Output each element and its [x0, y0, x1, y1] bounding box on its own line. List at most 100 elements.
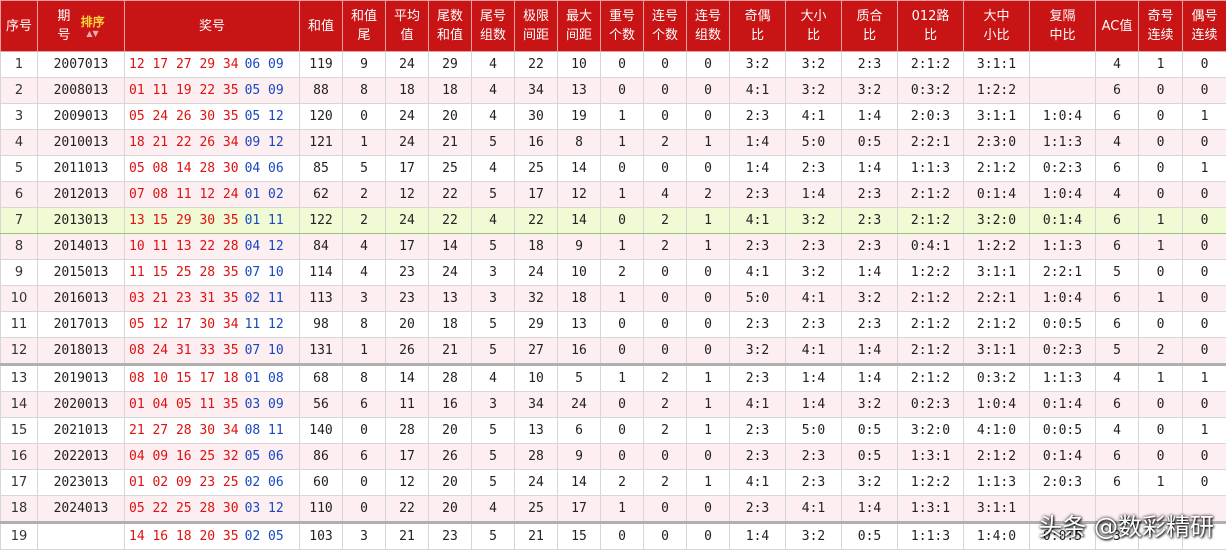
cell-tail-sum: 21 [428, 337, 472, 365]
cell-sum-tail: 2 [342, 207, 386, 234]
cell-even-run: 0 [1182, 207, 1226, 234]
cell-span: 34 [514, 77, 558, 104]
cell-repeat: 0 [600, 521, 644, 550]
cell-even-run: 0 [1182, 469, 1226, 496]
cell-bms: 2:1:2 [963, 155, 1030, 182]
cell-avg: 24 [385, 129, 429, 156]
cell-consec-groups: 1 [686, 417, 730, 444]
cell-tail-groups: 4 [471, 77, 515, 104]
cell-repeat: 2 [600, 259, 644, 286]
cell-prime: 3:2 [841, 469, 898, 496]
cell-prize-numbers: 01 04 05 11 35 03 09 [124, 391, 300, 418]
cell-consec: 2 [643, 129, 687, 156]
red-balls: 18 21 22 26 34 [129, 135, 239, 150]
cell-seq: 4 [0, 129, 38, 156]
cell-route: 2:1:2 [897, 311, 964, 338]
cell-big-small: 1:4 [785, 391, 842, 418]
cell-span: 22 [514, 51, 558, 78]
cell-big-small: 4:1 [785, 103, 842, 130]
blue-balls: 02 06 [244, 475, 284, 490]
col-oddeven-header: 奇偶比 [729, 0, 786, 52]
cell-rep-zone: 0:0:5 [1029, 417, 1096, 444]
cell-consec: 2 [643, 469, 687, 496]
cell-rep-zone [1029, 51, 1096, 78]
cell-prime: 0:5 [841, 521, 898, 550]
col-consec-group-header: 连号 组数 [686, 0, 730, 52]
cell-rep-zone: 1:0:4 [1029, 285, 1096, 312]
cell-route: 2:1:2 [897, 181, 964, 208]
cell-ac: 6 [1095, 285, 1139, 312]
cell-odd-even: 2:3 [729, 181, 786, 208]
cell-max-gap: 5 [557, 363, 601, 392]
cell-consec-groups: 1 [686, 207, 730, 234]
cell-bms: 1:2:2 [963, 77, 1030, 104]
cell-tail-groups: 3 [471, 259, 515, 286]
sort-arrows-icon[interactable]: ▲▼ [86, 28, 99, 38]
col-sum-tail-header: 和值尾 [342, 0, 386, 52]
cell-ac: 5 [1095, 259, 1139, 286]
cell-sum-tail: 3 [342, 285, 386, 312]
cell-even-run: 0 [1182, 77, 1226, 104]
cell-avg: 24 [385, 103, 429, 130]
cell-sum: 86 [299, 443, 343, 470]
cell-repeat: 0 [600, 311, 644, 338]
cell-odd-even: 3:2 [729, 337, 786, 365]
blue-balls: 02 11 [244, 291, 284, 306]
cell-consec: 0 [643, 259, 687, 286]
cell-bms: 2:1:2 [963, 311, 1030, 338]
cell-bms: 1:4:0 [963, 521, 1030, 550]
col-oddrun-header: 奇号 连续 [1138, 0, 1183, 52]
cell-span: 32 [514, 285, 558, 312]
sort-button[interactable]: 排序 ▲▼ [81, 15, 105, 38]
cell-max-gap: 15 [557, 521, 601, 550]
cell-max-gap: 18 [557, 285, 601, 312]
cell-rep-zone: 0:1:4 [1029, 443, 1096, 470]
cell-big-small: 3:2 [785, 51, 842, 78]
cell-odd-run: 1 [1138, 233, 1183, 260]
cell-tail-groups: 4 [471, 363, 515, 392]
cell-even-run: 1 [1182, 363, 1226, 392]
cell-even-run: 1 [1182, 417, 1226, 444]
cell-sum-tail: 6 [342, 391, 386, 418]
cell-consec: 0 [643, 103, 687, 130]
blue-balls: 08 11 [244, 423, 284, 438]
cell-tail-groups: 3 [471, 391, 515, 418]
blue-balls: 04 12 [244, 239, 284, 254]
cell-avg: 17 [385, 233, 429, 260]
cell-repeat: 1 [600, 181, 644, 208]
red-balls: 11 15 25 28 35 [129, 265, 239, 280]
red-balls: 13 15 29 30 35 [129, 213, 239, 228]
cell-odd-run: 0 [1138, 443, 1183, 470]
cell-tail-sum: 22 [428, 207, 472, 234]
cell-rep-zone: 1:1:3 [1029, 363, 1096, 392]
cell-max-gap: 12 [557, 181, 601, 208]
cell-tail-sum: 24 [428, 259, 472, 286]
cell-bms: 1:0:4 [963, 391, 1030, 418]
red-balls: 21 27 28 30 34 [129, 423, 239, 438]
col-route-header: 012路比 [897, 0, 964, 52]
cell-bms: 3:2:0 [963, 207, 1030, 234]
cell-rep-zone: 1:0:4 [1029, 181, 1096, 208]
cell-tail-groups: 4 [471, 51, 515, 78]
cell-period: 2008013 [37, 77, 125, 104]
cell-consec: 0 [643, 521, 687, 550]
cell-repeat: 1 [600, 129, 644, 156]
cell-repeat: 0 [600, 77, 644, 104]
table-row: 4 2010013 18 21 22 26 34 09 12 121 1 24 21 5 16 8 1… [0, 129, 1226, 156]
cell-prize-numbers: 11 15 25 28 35 07 10 [124, 259, 300, 286]
cell-prime: 2:3 [841, 181, 898, 208]
sort-label[interactable]: 排序 [80, 14, 105, 29]
cell-repeat: 0 [600, 391, 644, 418]
cell-big-small: 5:0 [785, 417, 842, 444]
cell-even-run: 0 [1182, 233, 1226, 260]
cell-repeat: 0 [600, 337, 644, 365]
cell-seq: 13 [0, 363, 38, 392]
cell-consec-groups: 0 [686, 495, 730, 523]
cell-ac: 6 [1095, 469, 1139, 496]
cell-rep-zone: 0:1:4 [1029, 207, 1096, 234]
cell-route: 2:1:2 [897, 285, 964, 312]
cell-tail-sum: 22 [428, 181, 472, 208]
cell-odd-run: 1 [1138, 285, 1183, 312]
cell-period: 2009013 [37, 103, 125, 130]
blue-balls: 03 12 [244, 501, 284, 516]
